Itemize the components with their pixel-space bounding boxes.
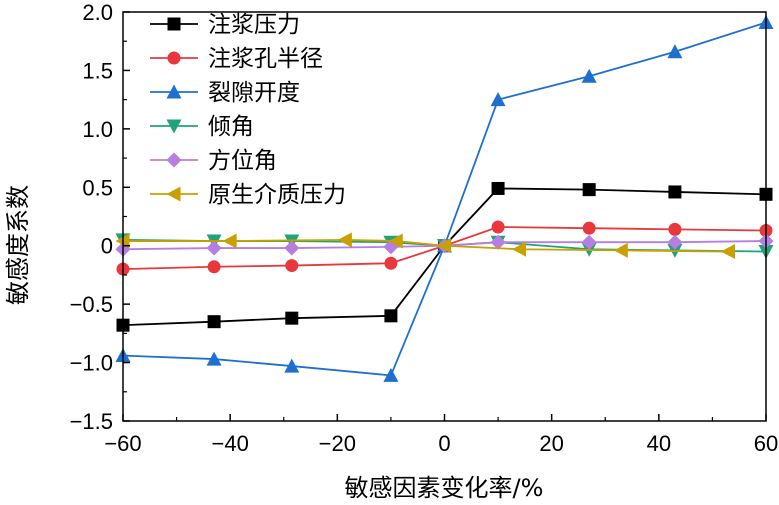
data-point — [720, 244, 735, 260]
data-point — [490, 234, 506, 250]
legend-item: 方位角 — [150, 148, 277, 174]
y-tick-label: −1.5 — [70, 409, 113, 434]
legend-item: 注浆压力 — [150, 12, 300, 38]
legend-label: 注浆孔半径 — [208, 46, 323, 72]
data-point — [582, 221, 596, 235]
data-point — [667, 44, 683, 59]
data-point — [384, 256, 398, 270]
series-line — [123, 238, 729, 253]
legend-marker — [166, 84, 182, 99]
data-point — [437, 238, 451, 254]
data-point — [667, 234, 683, 250]
data-point — [491, 181, 505, 195]
data-point — [206, 240, 222, 256]
x-tick-label: −60 — [104, 431, 141, 456]
y-tick-label: −1.0 — [70, 351, 113, 376]
data-point — [207, 260, 221, 274]
data-point — [581, 68, 597, 83]
x-tick-label: −40 — [212, 431, 249, 456]
y-tick-label: 2.0 — [82, 0, 113, 25]
legend-marker — [166, 119, 182, 134]
legend-label: 方位角 — [208, 148, 277, 174]
x-tick-label: −20 — [319, 431, 356, 456]
data-point — [206, 351, 222, 366]
data-point — [207, 315, 221, 329]
data-point — [668, 222, 682, 236]
data-point — [388, 233, 403, 249]
legend-marker — [166, 152, 182, 168]
data-point — [337, 232, 352, 248]
series-layer — [115, 15, 774, 382]
legend-item: 倾角 — [150, 114, 254, 140]
legend-marker — [166, 186, 181, 202]
legend-label: 裂隙开度 — [208, 80, 300, 106]
legend-marker — [167, 51, 181, 65]
data-point — [581, 234, 597, 250]
y-tick-label: 0.5 — [82, 175, 113, 200]
y-tick-label: 1.5 — [82, 58, 113, 83]
data-point — [384, 309, 398, 323]
y-tick-label: 0 — [101, 234, 113, 259]
x-tick-label: 40 — [647, 431, 671, 456]
x-tick-label: 60 — [754, 431, 778, 456]
legend-label: 原生介质压力 — [208, 182, 346, 208]
legend-item: 注浆孔半径 — [150, 46, 323, 72]
y-tick-label: 1.0 — [82, 117, 113, 142]
y-tick-label: −0.5 — [70, 292, 113, 317]
legend-label: 倾角 — [208, 114, 254, 140]
legend-item: 裂隙开度 — [150, 80, 300, 106]
data-point — [222, 233, 237, 249]
data-point — [383, 367, 399, 382]
series-6 — [115, 232, 735, 260]
x-tick-label: 20 — [539, 431, 563, 456]
data-point — [285, 259, 299, 273]
data-point — [491, 220, 505, 234]
legend-item: 原生介质压力 — [150, 182, 346, 208]
data-point — [284, 240, 300, 256]
legend-marker — [167, 17, 181, 31]
legend-label: 注浆压力 — [208, 12, 300, 38]
data-point — [490, 92, 506, 107]
data-point — [668, 185, 682, 199]
y-axis-title: 敏感度系数 — [4, 185, 32, 305]
data-point — [512, 241, 527, 257]
axes-layer: −60 −40 −20 0 20 40 60 −1.5 −1.0 −0.5 0 0.5 1.0 1.5 2.… — [70, 0, 779, 456]
x-tick-label: 0 — [438, 431, 450, 456]
data-point — [613, 242, 628, 258]
data-point — [285, 311, 299, 325]
series-line — [122, 187, 767, 327]
x-axis-title: 敏感因素变化率/% — [345, 474, 544, 502]
data-point — [284, 358, 300, 373]
data-point — [582, 183, 596, 197]
